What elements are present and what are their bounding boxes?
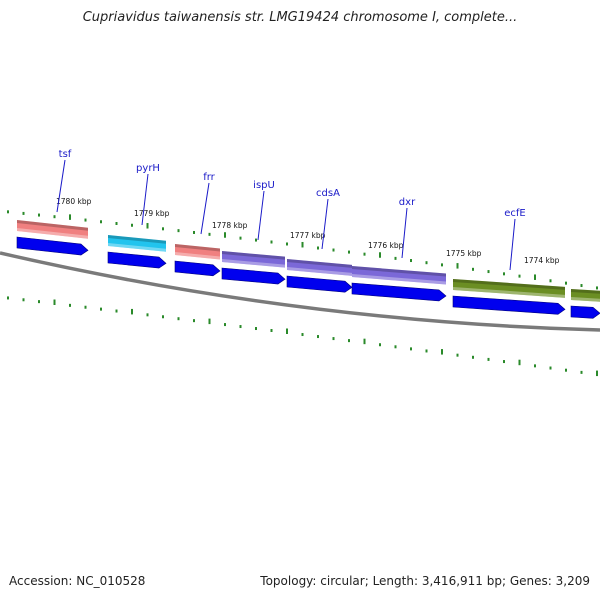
cds-arrow[interactable] <box>570 305 600 319</box>
gene-label[interactable]: tsf <box>59 149 72 160</box>
gene-label-pointer <box>321 198 329 250</box>
gene-label-pointer <box>56 159 66 213</box>
genes-label: Genes: <box>509 574 552 588</box>
kbp-label: 1775 kbp <box>446 249 482 258</box>
topology-label: Topology: <box>260 574 317 588</box>
gene-block-shade <box>108 235 166 244</box>
accession-value: NC_010528 <box>76 574 146 588</box>
gene-label[interactable]: dxr <box>399 197 416 208</box>
kbp-label: 1780 kbp <box>56 197 92 206</box>
gene-block-highlight <box>175 252 220 260</box>
cds-arrow[interactable] <box>286 275 353 293</box>
gene-pyrH[interactable]: pyrH <box>107 163 167 269</box>
gene-tsf[interactable]: tsf <box>16 149 89 256</box>
gene-block[interactable] <box>108 235 166 252</box>
kbp-label: 1777 kbp <box>290 231 326 240</box>
genome-summary: Topology: circular; Length: 3,416,911 bp… <box>260 574 590 588</box>
kbp-label: 1776 kbp <box>368 241 404 250</box>
gene-label-pointer <box>141 173 149 226</box>
gene-partial[interactable] <box>570 289 600 319</box>
gene-block-shade <box>175 244 220 252</box>
genes-value: 3,209 <box>555 574 590 588</box>
gene-frr[interactable]: frr <box>174 172 221 277</box>
gene-block[interactable] <box>175 244 220 260</box>
gene-block[interactable] <box>453 279 565 298</box>
gene-ispU[interactable]: ispU <box>221 180 286 285</box>
cds-arrow[interactable] <box>107 251 167 269</box>
outer-tick-ring <box>7 210 598 290</box>
gene-block-highlight <box>222 259 285 268</box>
gene-label-pointer <box>257 190 265 241</box>
gene-block[interactable] <box>222 251 285 268</box>
accession-info: Accession: NC_010528 <box>9 574 145 588</box>
kbp-label: 1774 kbp <box>524 256 560 265</box>
cds-arrow[interactable] <box>452 295 566 315</box>
gene-block-shade <box>453 279 565 290</box>
gene-block-highlight <box>17 228 88 239</box>
length-value: 3,416,911 bp; <box>421 574 507 588</box>
gene-label-pointer <box>401 207 408 259</box>
cds-arrow[interactable] <box>16 236 89 256</box>
cds-arrow[interactable] <box>174 260 221 277</box>
map-title: Cupriavidus taiwanensis str. LMG19424 ch… <box>82 10 518 25</box>
kbp-label: 1778 kbp <box>212 221 248 230</box>
gene-label[interactable]: pyrH <box>136 163 160 174</box>
gene-ecfE[interactable]: ecfE <box>452 208 566 315</box>
cds-arrow[interactable] <box>221 267 286 285</box>
gene-block[interactable] <box>352 266 446 285</box>
gene-block[interactable] <box>287 259 352 276</box>
topology-value: circular; <box>320 574 369 588</box>
gene-block-shade <box>222 251 285 260</box>
gene-block[interactable] <box>571 289 600 302</box>
gene-block-highlight <box>108 243 166 252</box>
inner-tick-ring <box>7 296 598 377</box>
gene-block-highlight <box>287 267 352 276</box>
gene-block-highlight <box>352 274 446 285</box>
gene-label[interactable]: cdsA <box>316 188 340 199</box>
length-label: Length: <box>372 574 419 588</box>
gene-label-pointer <box>509 218 516 271</box>
gene-block-shade <box>17 220 88 231</box>
genome-backbone <box>0 251 600 332</box>
gene-block[interactable] <box>17 220 88 239</box>
gene-block-shade <box>571 289 600 294</box>
gene-block-highlight <box>453 287 565 298</box>
gene-block-shade <box>287 259 352 268</box>
cds-arrow[interactable] <box>351 282 447 302</box>
gene-dxr[interactable]: dxr <box>351 197 447 302</box>
gene-label[interactable]: ispU <box>253 180 275 191</box>
kbp-labels: 1780 kbp 1779 kbp 1778 kbp 1777 kbp 1776 kbp… <box>56 197 560 265</box>
gene-label[interactable]: ecfE <box>504 208 526 219</box>
gene-label[interactable]: frr <box>203 172 215 183</box>
gene-label-pointer <box>200 182 210 235</box>
gene-block-shade <box>352 266 446 277</box>
gene-cdsA[interactable]: cdsA <box>286 188 353 293</box>
accession-label: Accession: <box>9 574 73 588</box>
gene-block-highlight <box>571 297 600 302</box>
gene-features[interactable]: tsf pyrH frr ispU cdsA dxr ecfE <box>16 149 600 319</box>
kbp-label: 1779 kbp <box>134 209 170 218</box>
